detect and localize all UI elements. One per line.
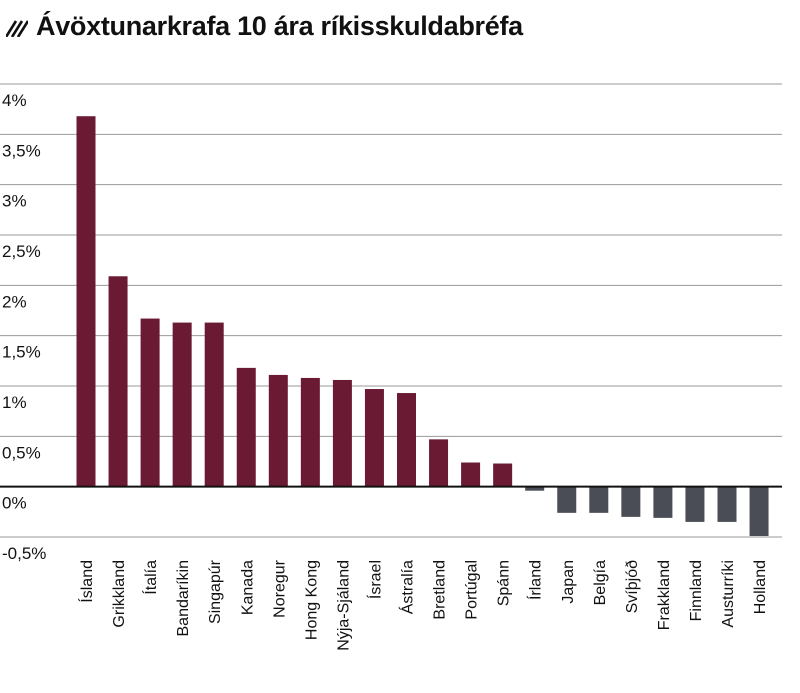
x-tick-label: Spánn (496, 560, 513, 606)
x-tick-label: Kanada (239, 560, 256, 615)
bar-grikkland (108, 276, 128, 487)
x-tick-label: Ástralía (398, 560, 417, 614)
x-tick-label: Austurríki (720, 560, 737, 628)
x-tick-label: Nýja-Sjáland (335, 560, 352, 651)
bar-ástralía (397, 393, 416, 487)
bar-ísland (76, 116, 96, 487)
bar-svíþjóð (621, 486, 641, 517)
x-tick-label: Ísland (77, 560, 96, 603)
bar-bretland (429, 439, 449, 487)
y-tick-label: 0% (2, 494, 27, 513)
x-tick-label: Grikkland (111, 560, 128, 628)
gridlines (0, 83, 782, 538)
x-tick-label: Singapúr (207, 559, 224, 624)
bar-austurríki (717, 486, 737, 522)
x-tick-label: Bandaríkin (175, 560, 192, 637)
bar-noregur (268, 374, 288, 487)
bar-frakkland (653, 486, 673, 518)
bar-belgía (589, 486, 609, 513)
x-tick-label: Hong Kong (303, 560, 320, 640)
y-axis-tick-labels: 4% 3,5% 3% 2,5% 2% 1,5% 1% 0,5% 0% -0,5% (2, 91, 46, 563)
bar-ísrael (364, 389, 384, 487)
x-tick-label: Japan (560, 560, 577, 604)
bar-kanada (236, 367, 256, 487)
chart-title: Ávöxtunarkrafa 10 ára ríkisskuldabréfa (36, 10, 523, 41)
x-tick-label: Noregur (271, 559, 288, 617)
bar-holland (749, 486, 769, 536)
y-tick-label: 3,5% (2, 141, 41, 160)
bar-hong-kong (300, 377, 320, 487)
bar-ítalía (140, 318, 160, 487)
bar-írland (525, 486, 545, 491)
chart-header: Ávöxtunarkrafa 10 ára ríkisskuldabréfa (6, 8, 523, 44)
bar-portúgal (461, 462, 481, 487)
y-tick-label: 2% (2, 292, 27, 311)
bar-spánn (493, 463, 513, 487)
bar-finnland (685, 486, 705, 522)
x-tick-label: Írland (526, 560, 545, 600)
x-tick-label: Bretland (432, 560, 449, 620)
y-tick-label: 3% (2, 192, 27, 211)
x-tick-label: Finnland (688, 560, 705, 621)
y-tick-label: 1,5% (2, 343, 41, 362)
bar-nýja-sjáland (332, 379, 352, 487)
y-tick-label: -0,5% (2, 544, 46, 563)
x-tick-label: Ísrael (365, 560, 384, 599)
x-tick-label: Frakkland (656, 560, 673, 630)
y-tick-label: 0,5% (2, 443, 41, 462)
bars (76, 116, 769, 536)
x-axis-tick-labels: Ísland Grikkland Ítalía Bandaríkin Singapúr K… (77, 559, 769, 650)
x-tick-label: Portúgal (464, 560, 481, 620)
bar-singapúr (204, 322, 224, 487)
x-tick-label: Holland (752, 560, 769, 614)
y-tick-label: 2,5% (2, 242, 41, 261)
bar-japan (557, 486, 577, 513)
y-tick-label: 1% (2, 393, 27, 412)
x-tick-label: Ítalía (141, 560, 160, 595)
y-tick-label: 4% (2, 91, 27, 110)
x-tick-label: Belgía (592, 560, 609, 605)
x-tick-label: Svíþjóð (624, 560, 641, 613)
bar-bandaríkin (172, 322, 192, 487)
diagonal-stripes-icon (6, 20, 28, 37)
